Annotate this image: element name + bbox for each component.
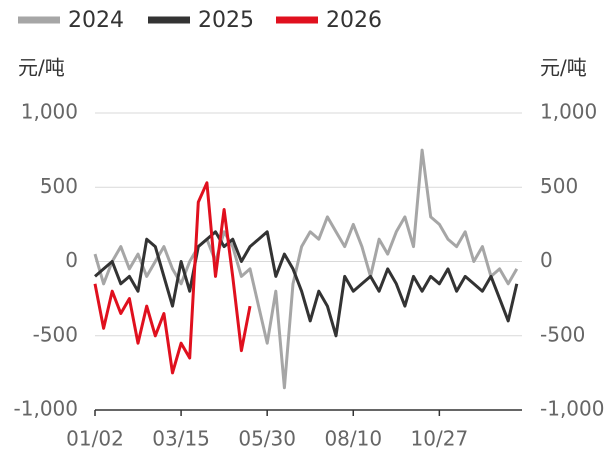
legend-label: 2024 [68,8,124,33]
x-tick-label: 10/27 [411,427,469,451]
series-line [94,230,519,338]
y-unit: 元/吨 [18,56,65,80]
x-tick-label: 01/02 [66,427,124,451]
series-line [93,148,519,390]
legend-label: 2025 [198,8,254,33]
y-tick-label: -1,000 [14,397,78,421]
y2-unit: 元/吨 [540,56,587,80]
y-tick-label: 0 [65,248,78,272]
y-tick-label: -500 [33,322,78,346]
x-tick-label: 05/30 [238,427,296,451]
y-tick-label: 500 [40,174,78,198]
y-tick-label: 1,000 [21,100,78,124]
x-tick-label: 03/15 [152,427,210,451]
y2-tick-label: 0 [540,248,553,272]
y2-tick-label: 500 [540,174,578,198]
x-tick-label: 08/10 [324,427,382,451]
y2-tick-label: 1,000 [540,100,597,124]
y2-tick-label: -1,000 [540,397,604,421]
series-line [93,181,252,375]
legend-label: 2026 [326,8,382,33]
y2-tick-label: -500 [540,322,585,346]
